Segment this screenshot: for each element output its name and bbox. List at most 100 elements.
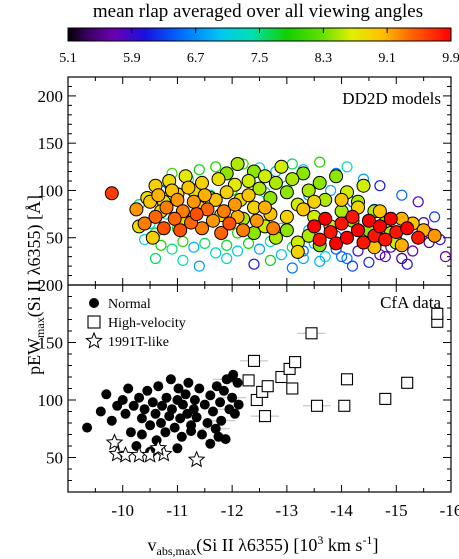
model-point-filled (279, 185, 294, 200)
model-point-filled (258, 200, 272, 215)
model-point-filled (197, 188, 212, 203)
normal-point (202, 418, 213, 428)
model-point-filled (145, 230, 160, 245)
high-velocity-point (242, 374, 255, 387)
1991t-like-point (108, 444, 127, 462)
model-point-filled (268, 175, 283, 190)
model-point-filled (323, 225, 338, 240)
normal-point (101, 389, 112, 400)
normal-point (176, 431, 187, 442)
model-point-open (363, 256, 375, 268)
high-velocity-point (340, 373, 354, 386)
normal-point (188, 404, 199, 415)
model-point-open (221, 239, 233, 251)
model-point-filled (148, 209, 163, 224)
normal-point (229, 408, 240, 419)
normal-point (136, 429, 147, 440)
model-point-filled (356, 178, 371, 193)
y-tick-label: 200 (38, 87, 64, 106)
model-point-filled (361, 213, 376, 228)
model-point-open (155, 239, 167, 251)
normal-point (95, 406, 106, 417)
model-point-filled (258, 169, 272, 184)
model-point-open (374, 180, 386, 192)
normal-point (186, 426, 197, 437)
y-axis-label: pEWmax(Si II λ6355) [Å] (24, 195, 47, 375)
top-panel-ticks: 50 100 150 200 (38, 77, 452, 285)
model-point-filled (216, 204, 231, 219)
model-point-filled (307, 219, 322, 234)
model-point-open (286, 158, 298, 170)
model-point-filled (296, 166, 311, 181)
model-point-filled (195, 175, 209, 190)
normal-point (189, 395, 200, 405)
model-point-open (166, 243, 178, 255)
normal-point (208, 406, 218, 417)
model-point-filled (285, 172, 300, 187)
x-tick-label: -13 (276, 501, 299, 520)
normal-point (183, 377, 194, 388)
bottom-panel-points (82, 307, 444, 468)
model-point-filled (222, 216, 237, 231)
legend-marker-high-velocity (87, 315, 101, 329)
model-point-open (275, 249, 287, 261)
colorbar-tick-label: 7.5 (251, 51, 269, 66)
normal-point (210, 423, 221, 434)
model-point-open (379, 251, 391, 263)
model-point-filled (211, 172, 226, 187)
normal-point (153, 381, 164, 392)
model-point-filled (249, 213, 264, 228)
normal-point (117, 395, 128, 405)
legend-marker-normal (89, 298, 99, 308)
bottom-panel-ticks: -10 -11 -12 -13 -14 -15 -16 50 100 150 200 (38, 276, 459, 520)
model-point-open (210, 247, 222, 259)
model-point-open (314, 156, 326, 168)
normal-point (125, 427, 136, 438)
legend-label-1991t-like: 1991T-like (108, 335, 169, 350)
y-tick-label: 100 (38, 391, 64, 410)
model-point-open (336, 251, 348, 263)
high-velocity-point (431, 307, 444, 320)
colorbar-ticks: 5.1 5.9 6.7 7.5 8.3 9.1 9.9 (59, 28, 459, 66)
normal-point (160, 427, 171, 438)
model-point-filled (372, 219, 387, 234)
model-point-filled (372, 204, 387, 219)
model-point-open (401, 258, 413, 270)
colorbar-tick-label: 5.9 (123, 51, 141, 66)
normal-point (161, 392, 172, 403)
model-point-open (193, 260, 205, 272)
normal-point (218, 385, 229, 396)
model-point-filled (334, 192, 349, 207)
normal-point (205, 390, 216, 401)
y-tick-label: 150 (38, 134, 64, 153)
model-point-filled (151, 188, 166, 203)
model-point-open (439, 251, 452, 263)
model-point-filled (318, 211, 333, 226)
model-point-filled (137, 216, 152, 231)
model-point-filled (189, 207, 204, 222)
model-point-open (210, 161, 222, 173)
model-point-filled (356, 235, 371, 250)
x-tick-label: -10 (111, 501, 134, 520)
model-point-open (232, 245, 244, 257)
model-point-open (396, 189, 408, 201)
model-point-open (314, 255, 326, 267)
colorbar-tick-label: 9.1 (378, 51, 396, 66)
high-velocity-point (289, 356, 302, 369)
model-point-filled (400, 221, 415, 236)
legend-label-high-velocity: High-velocity (108, 316, 186, 331)
high-velocity-point (261, 380, 274, 393)
model-point-filled (378, 232, 393, 247)
normal-point (172, 443, 183, 454)
model-point-filled (156, 221, 171, 236)
model-point-open (177, 254, 189, 266)
model-point-filled (307, 194, 322, 209)
model-point-filled (170, 192, 185, 207)
normal-point (142, 385, 153, 396)
1991t-like-point (149, 438, 168, 456)
model-point-filled (411, 230, 426, 245)
model-point-filled (274, 159, 289, 174)
model-point-open (341, 161, 353, 173)
y-tick-label: 50 (46, 229, 63, 248)
model-point-open (286, 262, 298, 274)
